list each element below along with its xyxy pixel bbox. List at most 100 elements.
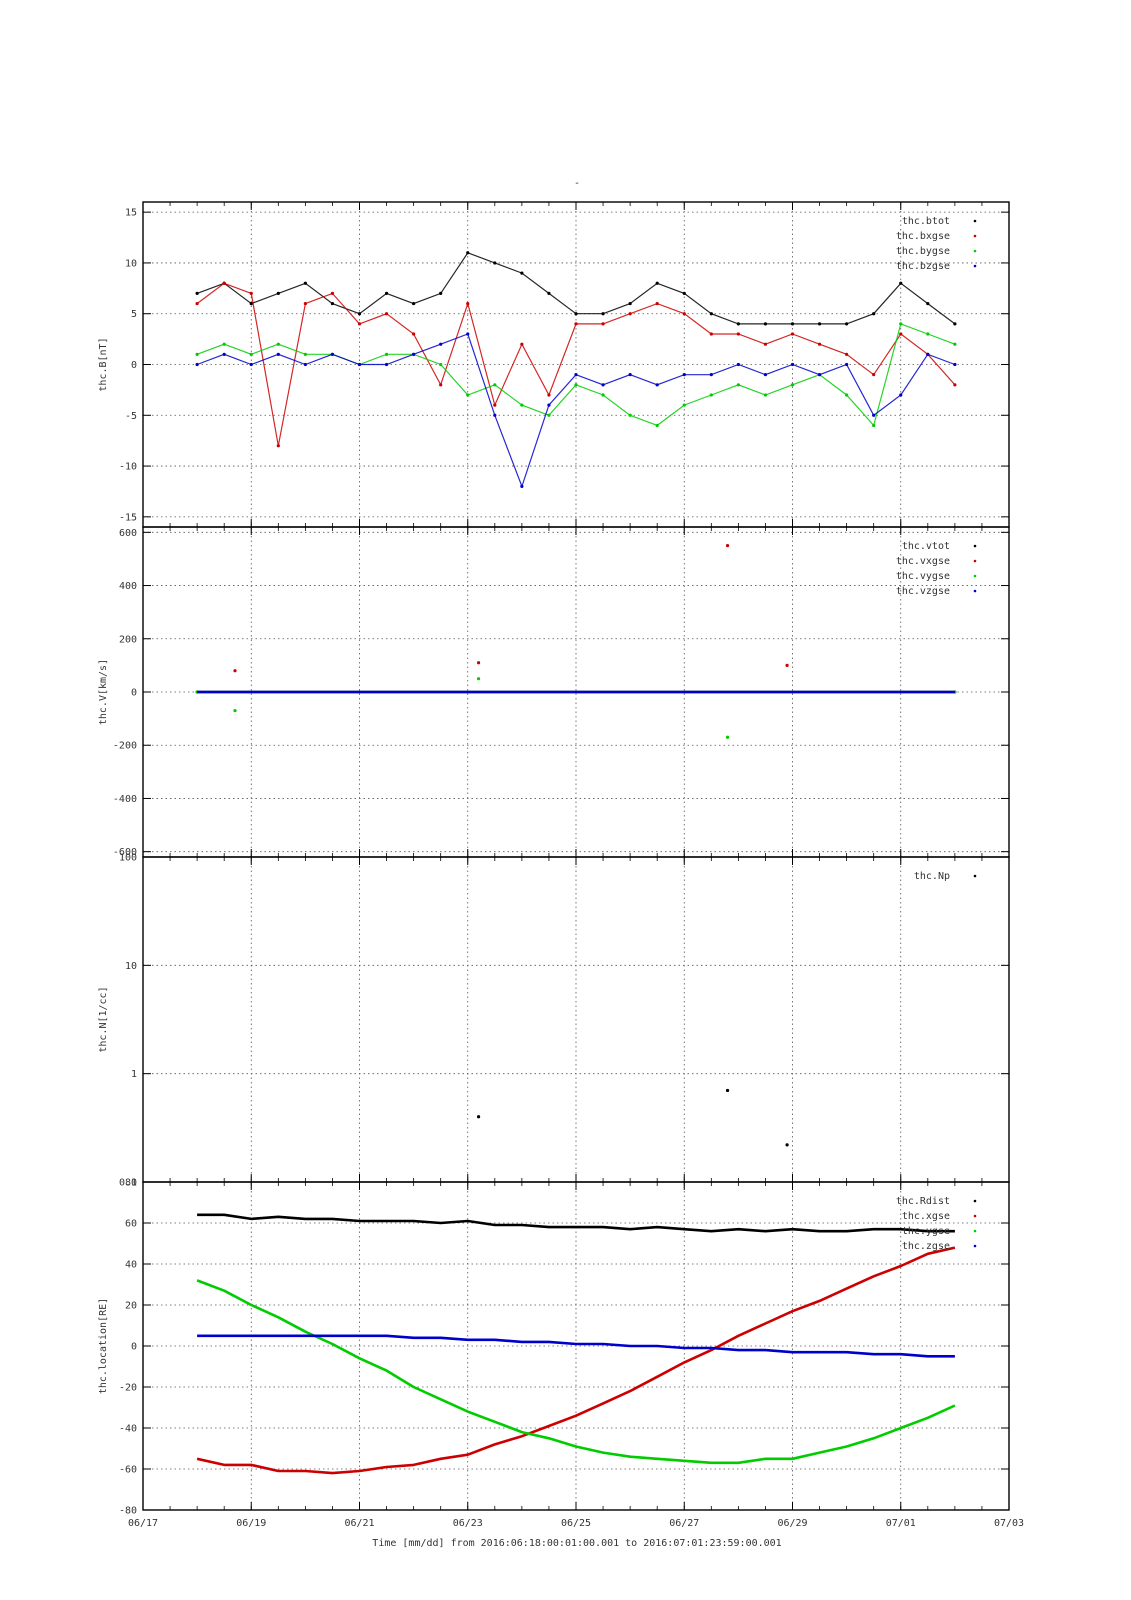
data-point-thc.btot (926, 301, 930, 306)
data-point-thc.bxgse (384, 312, 389, 316)
data-point-thc.bxgse (547, 393, 551, 397)
y-axis-label: thc.V[km/s] (98, 659, 109, 725)
y-tick-label: 80 (125, 1178, 137, 1189)
y-tick-label: 60 (125, 1219, 137, 1230)
legend-marker (973, 1244, 977, 1248)
data-point-thc.btot (276, 291, 280, 296)
x-tick-label: 06/27 (669, 1518, 699, 1529)
data-point-thc.bygse (682, 403, 686, 407)
panel-loc: -80 -60 -40 -20 0 20 40 60 80 thc.location[RE] thc… (98, 1178, 1024, 1530)
data-point-thc.vxgse (233, 669, 237, 673)
data-point-thc.btot (682, 291, 686, 296)
data-point-thc.btot (655, 281, 659, 285)
data-point-thc.bygse (466, 393, 470, 397)
data-point-thc.bygse (763, 393, 768, 397)
data-point-thc.bxgse (249, 291, 253, 296)
data-point-thc.btot (439, 291, 443, 296)
x-tick-label: 07/03 (994, 1518, 1024, 1529)
series-line-thc.xgse (196, 1246, 956, 1475)
y-tick-label: 40 (125, 1260, 137, 1271)
data-point-thc.bygse (655, 423, 659, 428)
panel-n: 0.1 1 10 100 thc.N[1/cc] thc.Np (98, 853, 1010, 1189)
legend-marker (973, 589, 977, 593)
data-point-thc.vxgse (725, 544, 730, 548)
data-point-thc.bzgse (817, 373, 822, 377)
legend-label: thc.vxgse (896, 556, 950, 567)
legend-marker (973, 544, 977, 548)
data-point-thc.btot (953, 322, 957, 326)
data-point-thc.bzgse (926, 352, 930, 356)
legend-marker (973, 559, 977, 563)
data-point-thc.Np (785, 1143, 789, 1147)
data-point-thc.btot (872, 312, 876, 316)
y-tick-label: 600 (119, 528, 137, 539)
series-line-thc.zgse (197, 1334, 955, 1358)
y-tick-label: 0.1 (119, 1178, 137, 1189)
data-point-thc.bxgse (682, 312, 686, 316)
data-point-thc.bygse (547, 413, 551, 417)
data-point-thc.btot (709, 312, 713, 316)
data-point-thc.bxgse (520, 342, 524, 346)
legend-label: thc.btot (902, 216, 950, 227)
data-point-thc.btot (574, 312, 578, 316)
data-point-thc.btot (736, 322, 740, 326)
x-axis-label: Time [mm/dd] from 2016:06:18:00:01:00.00… (372, 1538, 781, 1549)
data-point-thc.Np (476, 1115, 481, 1119)
y-tick-label: 20 (125, 1301, 137, 1312)
data-point-thc.bxgse (222, 281, 226, 285)
data-point-thc.bxgse (736, 332, 740, 336)
data-point-thc.bzgse (520, 484, 524, 488)
x-tick-label: 06/25 (561, 1518, 591, 1529)
data-point-thc.btot (790, 322, 795, 326)
legend-label: thc.ygse (902, 1226, 950, 1237)
data-point-thc.bzgse (601, 383, 605, 387)
data-point-thc.bxgse (412, 332, 416, 336)
panel-v: -600 -400 -200 0 200 400 600 thc.V[km/s] thc.vto… (98, 526, 1010, 858)
y-axis-label: thc.N[1/cc] (98, 986, 109, 1052)
legend-label: thc.vtot (902, 541, 950, 552)
data-point-thc.bzgse (899, 393, 903, 397)
data-point-thc.bzgse (439, 342, 443, 346)
legend-marker (973, 234, 977, 238)
data-point-thc.bygse (709, 393, 713, 397)
y-tick-label: 400 (119, 581, 137, 592)
panels-group: -15-10-5051015thc.B[nT]thc.btotthc.bxgse… (98, 201, 1024, 1530)
data-point-thc.vygse (233, 709, 237, 713)
panel-b: -15 -10 -5 0 5 10 15 thc.B[nT] thc.btot thc.bxgse… (98, 201, 1010, 528)
y-tick-label: 0 (131, 360, 137, 371)
y-tick-label: 10 (125, 961, 137, 972)
data-point-thc.bxgse (466, 301, 470, 306)
data-point-thc.btot (195, 291, 199, 296)
data-point-thc.bxgse (655, 301, 659, 306)
legend-marker (973, 249, 977, 253)
data-point-thc.bxgse (303, 301, 307, 306)
legend-label: thc.vygse (896, 571, 950, 582)
data-point-thc.bxgse (601, 322, 605, 326)
legend-label: thc.bzgse (896, 261, 950, 272)
data-point-thc.bzgse (384, 362, 389, 367)
legend-marker (973, 1199, 977, 1203)
data-point-thc.bygse (872, 423, 876, 428)
legend-marker (973, 574, 977, 578)
legend-marker (973, 874, 977, 878)
y-tick-label: -10 (119, 462, 137, 473)
legend-marker (973, 1229, 977, 1233)
x-tick-label: 06/23 (453, 1518, 483, 1529)
data-point-thc.vygse (725, 735, 730, 739)
data-point-thc.bzgse (303, 362, 307, 367)
data-point-thc.bygse (303, 352, 307, 356)
data-point-thc.bzgse (845, 362, 849, 367)
legend-label: thc.bygse (896, 246, 950, 257)
y-tick-label: 100 (119, 853, 137, 864)
y-tick-label: -80 (119, 1506, 137, 1517)
legend-label: thc.xgse (902, 1211, 950, 1222)
data-point-thc.bygse (493, 383, 497, 387)
data-point-thc.bzgse (249, 362, 253, 367)
data-point-thc.btot (249, 301, 253, 306)
data-point-thc.bzgse (195, 362, 199, 367)
x-tick-label: 06/21 (344, 1518, 374, 1529)
series-line-thc.ygse (196, 1279, 956, 1465)
data-point-thc.bzgse (493, 413, 497, 417)
data-point-thc.bxgse (628, 312, 632, 316)
y-tick-label: 5 (131, 309, 137, 320)
